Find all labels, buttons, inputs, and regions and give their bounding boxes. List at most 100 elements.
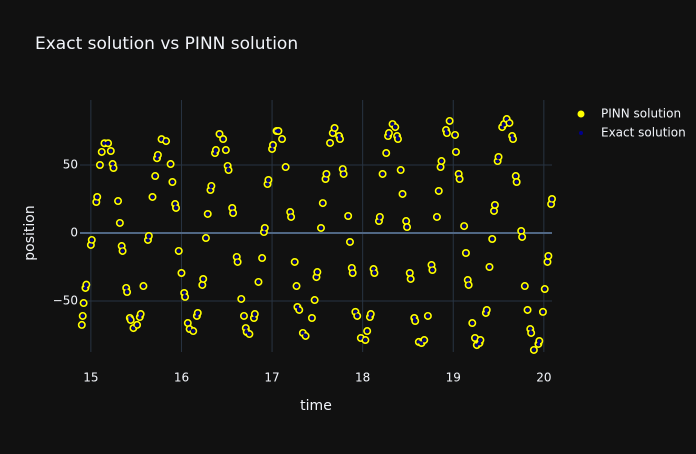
point <box>135 323 139 327</box>
point <box>454 150 458 154</box>
point <box>478 338 483 342</box>
point <box>174 206 178 210</box>
point <box>485 308 489 312</box>
point <box>346 214 350 218</box>
point <box>252 316 256 320</box>
point <box>328 141 332 145</box>
point <box>525 308 530 312</box>
point <box>276 129 281 133</box>
point <box>106 141 110 145</box>
point <box>95 195 99 199</box>
point <box>457 177 462 181</box>
point <box>365 329 369 333</box>
point <box>138 315 142 319</box>
legend-marker <box>579 131 583 135</box>
legend-item[interactable]: PINN solution <box>577 107 682 121</box>
x-axis-label: time <box>300 398 332 414</box>
point <box>256 280 261 284</box>
point <box>523 284 527 288</box>
point <box>404 219 408 223</box>
point <box>515 180 519 184</box>
point <box>519 229 523 233</box>
point <box>448 119 452 123</box>
point <box>204 236 208 240</box>
point <box>505 117 509 121</box>
point <box>462 224 466 228</box>
point <box>153 174 157 178</box>
point <box>195 314 199 318</box>
point <box>270 147 274 151</box>
point <box>368 315 372 319</box>
point <box>363 338 367 342</box>
point <box>150 195 155 199</box>
point <box>396 137 400 141</box>
point <box>263 226 267 230</box>
point <box>350 266 354 270</box>
point <box>310 316 314 320</box>
point <box>221 137 225 141</box>
point <box>118 221 122 225</box>
point <box>156 153 160 157</box>
point <box>429 263 434 267</box>
point <box>445 131 449 135</box>
point <box>186 321 190 325</box>
plot-area <box>77 115 556 354</box>
point <box>444 128 448 132</box>
legend-label: Exact solution <box>601 126 686 140</box>
point <box>288 210 292 214</box>
point <box>297 308 301 312</box>
point <box>280 137 284 141</box>
point <box>413 319 417 323</box>
x-tick-label: 17 <box>264 371 279 385</box>
point <box>484 311 488 315</box>
point <box>120 244 124 248</box>
point <box>332 126 337 130</box>
point <box>393 125 397 129</box>
point <box>295 305 300 309</box>
point <box>550 197 554 201</box>
point <box>453 133 457 137</box>
point <box>377 219 381 223</box>
point <box>520 235 524 239</box>
point <box>543 287 547 291</box>
point <box>224 148 228 152</box>
point <box>529 331 533 335</box>
point <box>502 122 506 126</box>
point <box>242 314 246 318</box>
point <box>111 162 115 166</box>
point <box>511 137 515 141</box>
point <box>467 283 471 287</box>
point <box>155 156 159 160</box>
point <box>528 327 532 331</box>
point <box>209 184 213 188</box>
point <box>206 212 210 216</box>
point <box>170 180 175 184</box>
y-tick-label: −50 <box>53 294 78 308</box>
point <box>496 155 501 159</box>
point <box>541 310 545 314</box>
point <box>164 139 168 143</box>
point <box>380 172 385 176</box>
point <box>514 174 518 178</box>
point <box>208 188 213 192</box>
point <box>400 192 405 196</box>
point <box>323 177 328 181</box>
point <box>438 165 443 169</box>
point <box>510 134 514 138</box>
point <box>435 215 439 219</box>
point <box>338 137 342 141</box>
point <box>313 298 317 302</box>
point <box>159 137 164 141</box>
point <box>507 121 512 125</box>
point <box>120 249 125 253</box>
x-tick-label: 16 <box>174 371 189 385</box>
point <box>177 249 181 253</box>
point <box>355 314 359 318</box>
point <box>183 295 187 299</box>
point <box>201 277 205 281</box>
legend-item[interactable]: Exact solution <box>579 126 686 140</box>
point <box>83 286 88 290</box>
point <box>378 215 382 219</box>
